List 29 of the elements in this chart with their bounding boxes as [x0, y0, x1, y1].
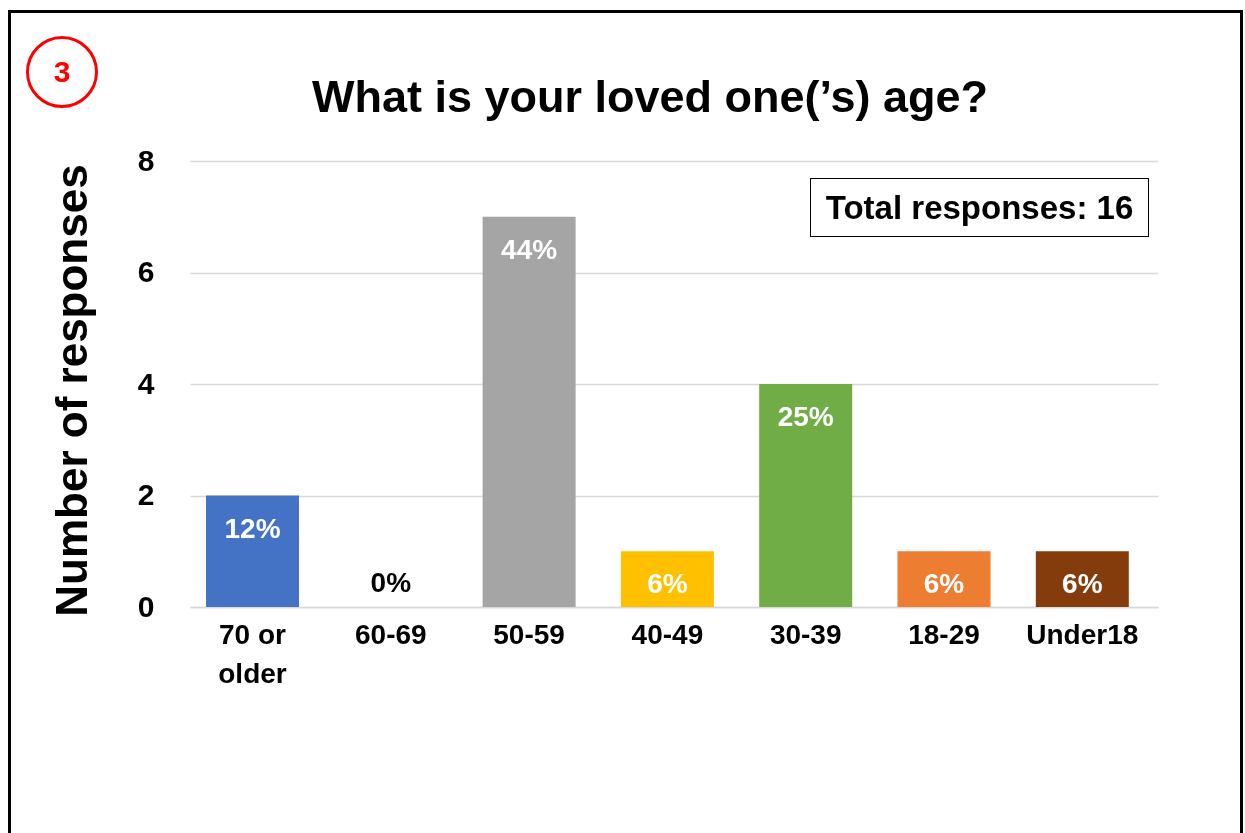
annotation: 6% — [1062, 568, 1103, 600]
x-tick-label: 50-59 — [493, 618, 565, 650]
bar — [620, 551, 714, 607]
annotation: 44% — [501, 233, 558, 265]
x-tick-label: 30-39 — [769, 618, 842, 650]
y-axis-title: Number of responses — [46, 164, 96, 617]
y-tick-label: 6 — [137, 255, 155, 288]
annotation: 6% — [647, 568, 688, 600]
x-tick-label: 60-69 — [354, 618, 427, 650]
annotation: Total responses: 16 — [825, 189, 1134, 226]
y-tick-label: 4 — [137, 366, 155, 400]
bar — [482, 216, 576, 607]
annotation: 0% — [370, 567, 412, 598]
x-tick-label: 40-49 — [631, 618, 704, 650]
x-tick-label: Under18 — [1026, 618, 1139, 650]
bar — [759, 384, 853, 607]
y-tick-label: 0 — [137, 589, 155, 623]
bar — [897, 551, 991, 607]
x-tick-label: 70 or older — [218, 618, 287, 689]
text: 3 — [53, 55, 71, 88]
annotation: 6% — [923, 568, 965, 600]
chart-title: What is your loved one(’s) age? — [312, 71, 988, 122]
bar — [1035, 551, 1129, 607]
bar — [206, 495, 299, 607]
y-tick-label: 8 — [137, 143, 155, 177]
annotation: 25% — [777, 401, 834, 432]
x-tick-label: 18-29 — [908, 618, 980, 650]
annotation: 12% — [224, 512, 281, 544]
y-tick-label: 2 — [137, 478, 155, 511]
